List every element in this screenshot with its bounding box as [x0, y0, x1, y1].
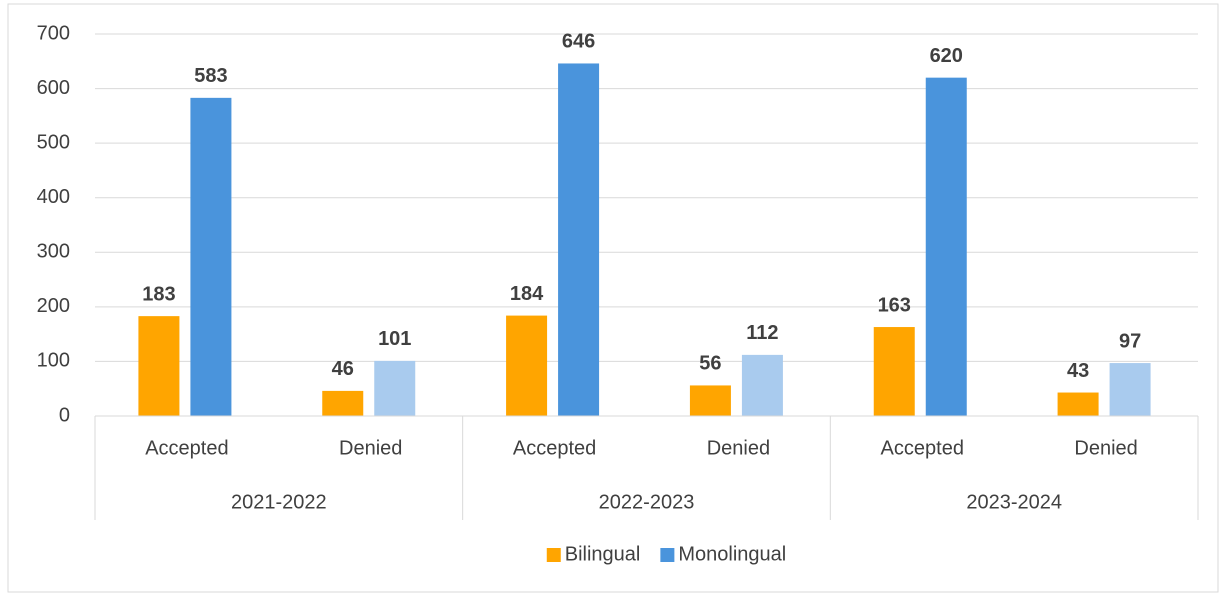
x-tick-label: Accepted — [145, 437, 228, 459]
bar — [322, 390, 364, 416]
y-tick-label: 100 — [37, 350, 70, 372]
bar — [689, 385, 731, 416]
y-tick-label: 700 — [37, 22, 70, 44]
bar — [925, 77, 967, 417]
legend-swatch — [660, 548, 675, 562]
bar — [1057, 392, 1099, 416]
bar — [873, 327, 915, 416]
legend-label: Bilingual — [565, 543, 641, 565]
value-label: 184 — [510, 283, 544, 305]
value-label: 112 — [746, 322, 778, 344]
x-tick-label: Denied — [707, 437, 770, 459]
legend-swatch — [546, 548, 561, 562]
value-label: 620 — [930, 45, 963, 67]
y-tick-label: 500 — [37, 131, 70, 153]
x-tick-label: Denied — [339, 437, 402, 459]
value-label: 56 — [699, 353, 721, 375]
x-tick-label: Accepted — [513, 437, 596, 459]
group-label: 2021-2022 — [231, 491, 327, 513]
value-label: 646 — [562, 31, 595, 53]
legend-label: Monolingual — [678, 543, 786, 565]
group-label: 2022-2023 — [599, 491, 695, 513]
value-label: 46 — [332, 358, 354, 380]
bar — [374, 360, 416, 416]
bar — [190, 97, 232, 416]
value-label: 97 — [1119, 330, 1141, 352]
bar — [558, 63, 600, 417]
y-tick-label: 600 — [37, 77, 70, 99]
x-tick-label: Accepted — [881, 437, 964, 459]
value-label: 583 — [194, 65, 227, 87]
value-label: 101 — [378, 328, 411, 350]
bar — [1109, 363, 1151, 416]
value-label: 183 — [142, 283, 175, 305]
y-tick-label: 400 — [37, 186, 70, 208]
group-label: 2023-2024 — [966, 491, 1062, 513]
bar — [506, 315, 548, 416]
bar — [741, 354, 783, 416]
value-label: 43 — [1067, 360, 1089, 382]
bar — [138, 316, 180, 416]
y-tick-label: 300 — [37, 241, 70, 263]
x-tick-label: Denied — [1074, 437, 1137, 459]
value-label: 163 — [878, 294, 911, 316]
y-tick-label: 0 — [59, 404, 70, 426]
y-tick-label: 200 — [37, 295, 70, 317]
